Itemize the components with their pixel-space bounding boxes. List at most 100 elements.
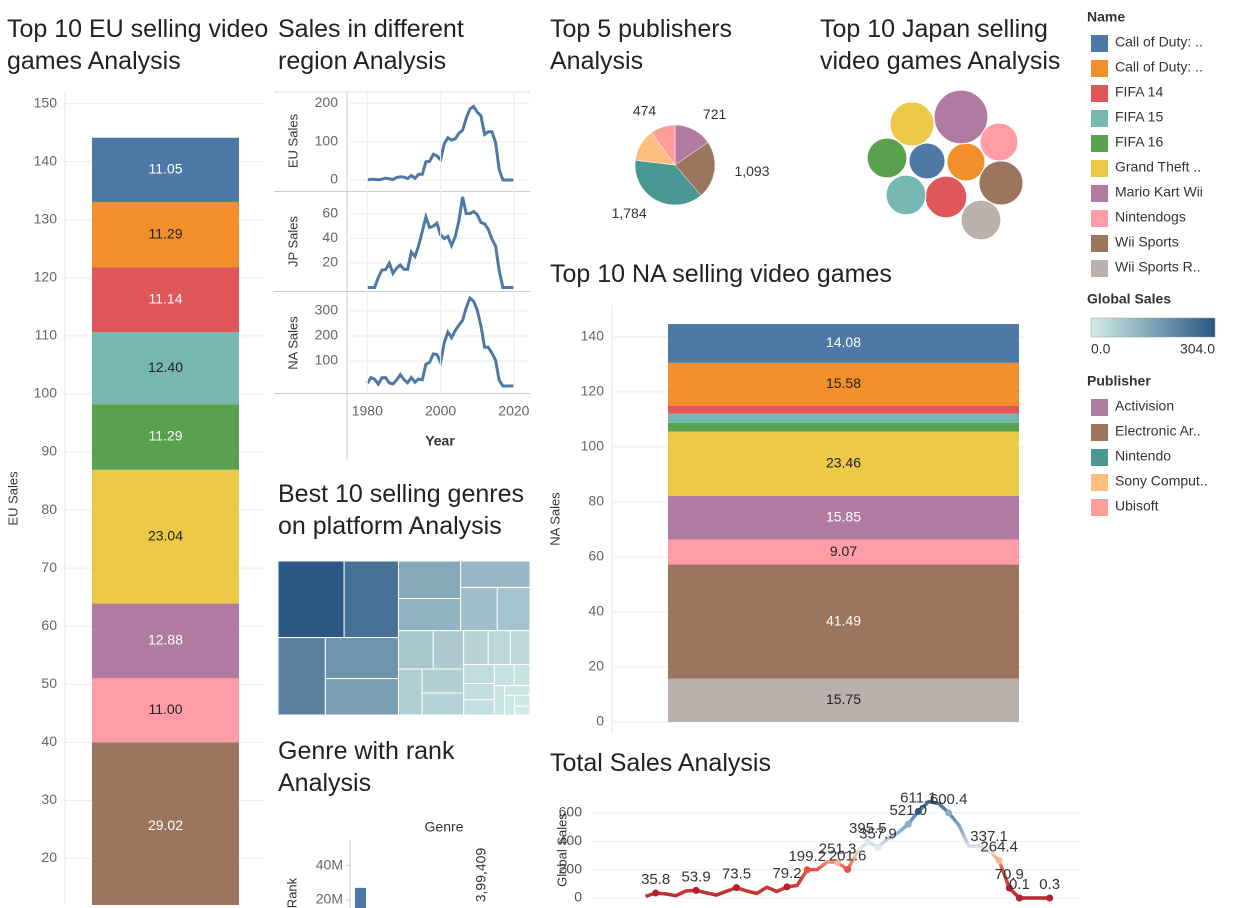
legend-swatch [1091, 160, 1108, 177]
point [914, 807, 922, 815]
bar-segment [668, 678, 1019, 722]
bubble [979, 122, 1019, 162]
data-label: 521.0 [889, 802, 927, 819]
data-label: 29.02 [148, 817, 183, 833]
chart-title: Genre with rank Analysis [278, 737, 455, 797]
data-label: 11.29 [149, 428, 183, 444]
bar-segment [668, 405, 1019, 414]
bar-stack: 15.75 41.49 9.07 15.85 23.46 15.58 14.08 [668, 324, 1019, 722]
bar-segment [668, 422, 1019, 432]
y-tick-label: 120 [34, 269, 58, 285]
pie-slice [634, 159, 702, 206]
bubble [960, 199, 1002, 241]
y-tick-label: 150 [34, 94, 58, 110]
y-tick-label: 200 [315, 94, 339, 110]
treemap-cell [463, 699, 495, 716]
point [732, 884, 740, 892]
data-label: 15.75 [826, 691, 861, 707]
data-label: 611.1 [900, 789, 936, 806]
bar-segment [668, 564, 1019, 679]
line [366, 295, 514, 388]
treemap-cell [421, 692, 465, 716]
legend-swatch [1091, 449, 1108, 466]
y-tick-label: 140 [34, 152, 58, 168]
legend-range-label: 304.0 [1180, 341, 1215, 357]
legend-label: Nintendogs [1115, 209, 1186, 225]
treemap-cell [324, 637, 399, 680]
chart-title: Top 5 publishers Analysis [550, 15, 733, 75]
treemap-cell [509, 630, 531, 666]
legend-label: Wii Sports R.. [1115, 259, 1201, 275]
legend-label: FIFA 14 [1115, 84, 1163, 100]
y-tick-label: 100 [581, 438, 605, 454]
y-tick-label: 60 [41, 617, 57, 633]
y-tick-label: 100 [315, 352, 339, 368]
data-label: 23.04 [148, 527, 183, 543]
legend-swatch [1091, 260, 1108, 277]
y-tick-label: 100 [34, 385, 58, 401]
y-axis-label: Global Sales [554, 813, 569, 887]
y-tick-label: 400 [559, 832, 583, 848]
data-label: 35.8 [641, 871, 670, 888]
treemap-cell [463, 630, 489, 666]
chart-title: Top 10 Japan selling video games Analysi… [820, 15, 1061, 75]
y-tick-label: 60 [588, 548, 604, 564]
data-label: 199.2 [788, 848, 826, 865]
bar-segment [92, 332, 239, 405]
treemap-cell [463, 683, 495, 701]
bar-segment [668, 539, 1019, 565]
data-label: 337.1 [970, 828, 1008, 845]
y-tick-label: 200 [315, 327, 339, 343]
legend-swatch [1091, 474, 1108, 491]
legend-swatch [1091, 60, 1108, 77]
data-label: 1,093 [734, 163, 769, 179]
data-label: 23.46 [826, 454, 861, 470]
y-tick-label: 90 [41, 443, 57, 459]
data-label: 79.2 [772, 865, 801, 882]
legend-title: Global Sales [1087, 291, 1171, 307]
y-axis-label: NA Sales [285, 316, 300, 370]
bar-segment [668, 413, 1019, 423]
chart-title: Sales in different region Analysis [278, 15, 464, 75]
data-label: 15.85 [826, 509, 861, 525]
bubble [933, 89, 989, 145]
point [844, 865, 852, 873]
bar-segment [668, 431, 1019, 497]
data-label: 721 [703, 106, 727, 122]
y-tick-label: 20 [41, 849, 57, 865]
treemap-cell [460, 560, 531, 588]
bar-segment [92, 201, 239, 268]
y-tick-label: 60 [322, 205, 338, 221]
y-tick-label: 20 [588, 658, 604, 674]
chart-title: Top 10 NA selling video games [550, 260, 892, 288]
x-tick-label: 2020 [498, 403, 529, 419]
treemap-cell [504, 694, 516, 716]
annotation: 3,99,409 [473, 848, 489, 903]
y-axis-label: EU Sales [285, 113, 300, 168]
y-tick-label: 0 [596, 713, 604, 729]
y-tick-label: 20 [322, 254, 338, 270]
data-label: 12.88 [148, 632, 183, 648]
y-tick-label: 70 [41, 559, 57, 575]
bar-stack: 29.02 11.00 12.88 23.04 11.29 12.40 11.14 11.29… [92, 137, 239, 905]
treemap-cell [277, 560, 345, 639]
point [692, 886, 700, 894]
treemap-cell [513, 664, 531, 687]
legend-swatch [1091, 185, 1108, 202]
data-label: 14.08 [826, 334, 861, 350]
point [1005, 884, 1013, 892]
x-tick-label: 1980 [352, 403, 383, 419]
point [995, 857, 1003, 865]
y-tick-label: 600 [559, 804, 583, 820]
y-tick-label: 40 [41, 733, 57, 749]
legend-swatch [1091, 499, 1108, 516]
bubble [885, 174, 927, 216]
data-label: 70.9 [995, 866, 1024, 883]
treemap-cell [421, 668, 465, 694]
point [985, 846, 993, 854]
treemap-cell [397, 630, 434, 670]
y-axis-label: Rank [284, 877, 299, 908]
point [1046, 894, 1054, 902]
